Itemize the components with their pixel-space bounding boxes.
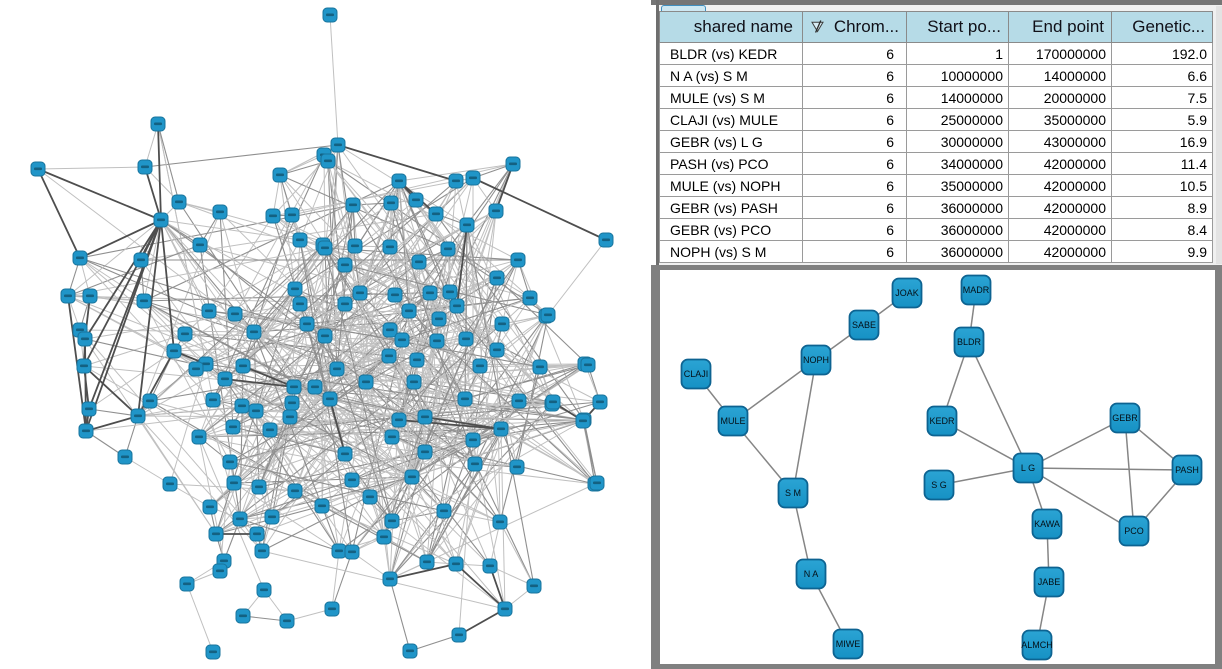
svg-text:KAWA: KAWA: [1034, 519, 1060, 529]
svg-text:PCO: PCO: [1124, 526, 1144, 536]
svg-text:JOAK: JOAK: [895, 288, 919, 298]
svg-text:BLDR: BLDR: [957, 337, 982, 347]
svg-text:CLAJI: CLAJI: [684, 369, 709, 379]
svg-text:MADR: MADR: [963, 285, 990, 295]
svg-text:MIWE: MIWE: [836, 639, 861, 649]
svg-text:ALMCH: ALMCH: [1021, 640, 1053, 650]
svg-text:SABE: SABE: [852, 320, 876, 330]
svg-text:GEBR: GEBR: [1112, 413, 1138, 423]
svg-text:MULE: MULE: [720, 416, 745, 426]
svg-text:NOPH: NOPH: [803, 355, 829, 365]
svg-text:N A: N A: [804, 569, 819, 579]
svg-text:PASH: PASH: [1175, 465, 1199, 475]
svg-text:KEDR: KEDR: [929, 416, 955, 426]
svg-text:S G: S G: [931, 480, 947, 490]
svg-text:L G: L G: [1021, 463, 1035, 473]
svg-text:JABE: JABE: [1038, 577, 1061, 587]
svg-text:S M: S M: [785, 488, 801, 498]
